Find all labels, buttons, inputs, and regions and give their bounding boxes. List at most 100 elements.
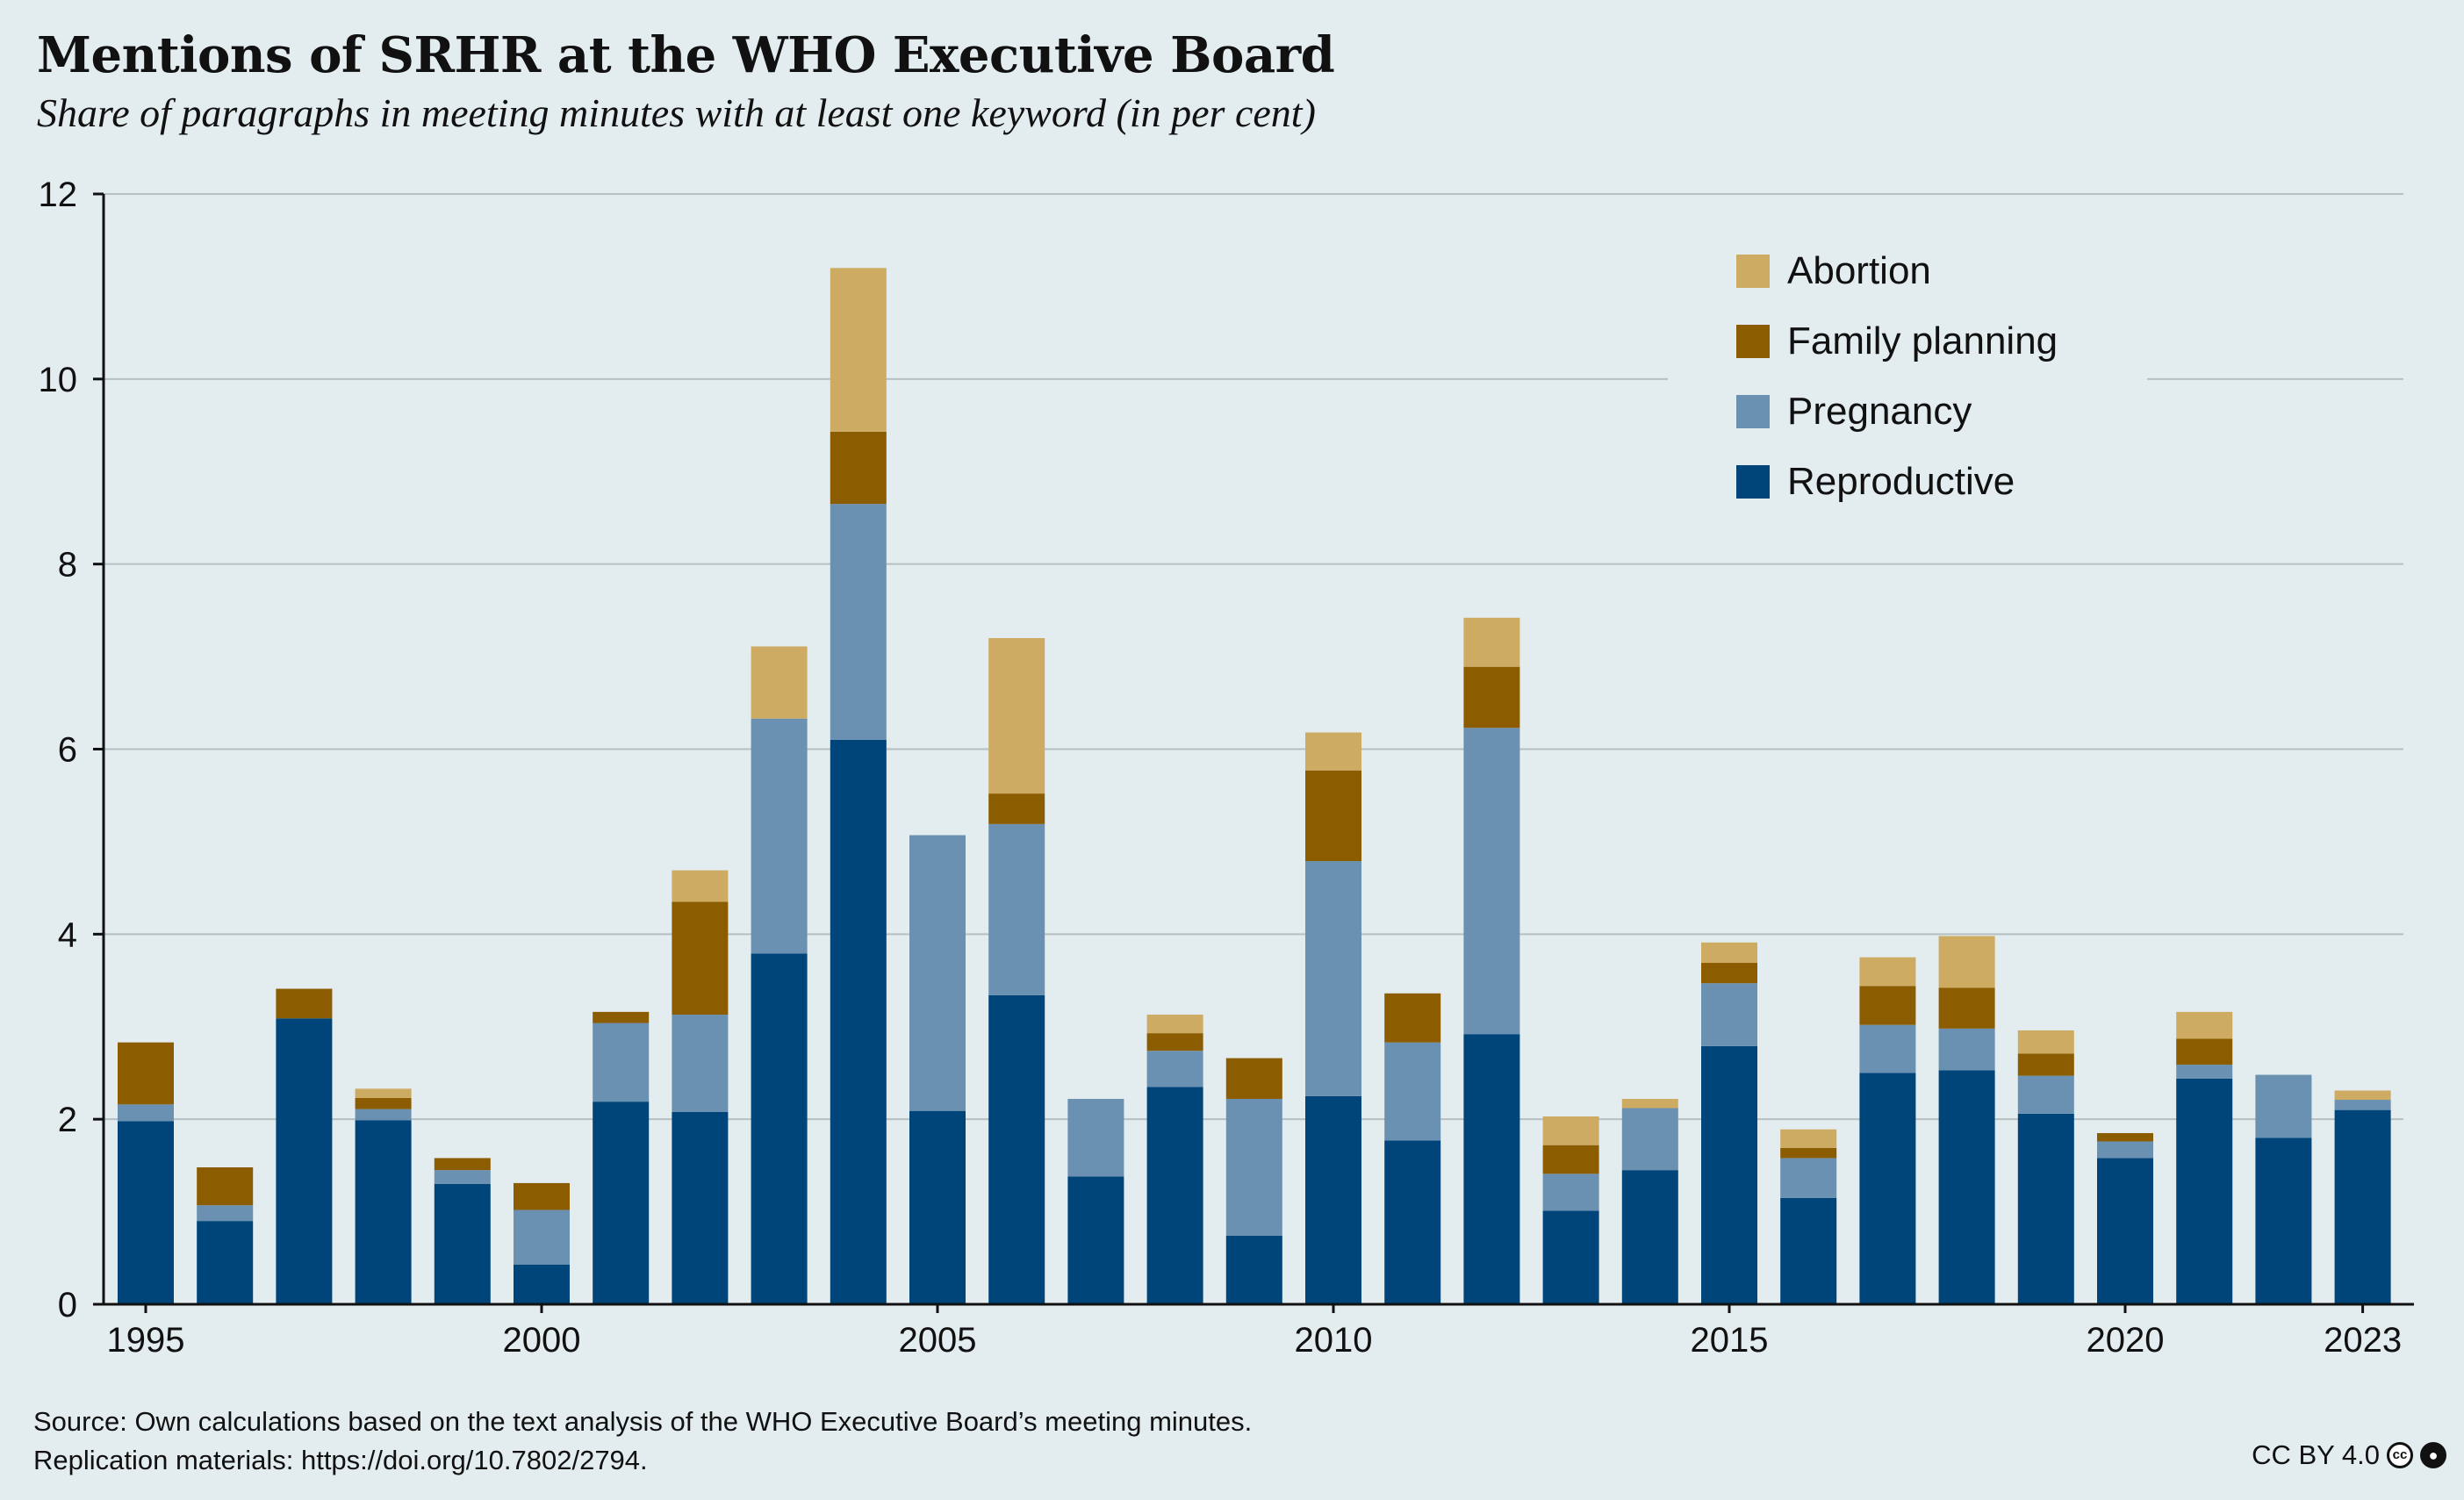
- bar-family-planning-1995: [118, 1042, 174, 1105]
- bar-stack-2004: [830, 268, 887, 1304]
- bar-pregnancy-2015: [1701, 983, 1757, 1046]
- bar-stack-2017: [1859, 957, 1916, 1304]
- bar-stack-2005: [909, 835, 966, 1304]
- bar-family-planning-1997: [276, 988, 333, 1019]
- bar-pregnancy-2000: [514, 1209, 570, 1265]
- bar-reproductive-2007: [1067, 1176, 1124, 1304]
- bar-family-planning-2020: [2097, 1132, 2153, 1142]
- bar-pregnancy-2023: [2334, 1100, 2391, 1110]
- bar-pregnancy-2013: [1542, 1173, 1599, 1211]
- bar-pregnancy-2012: [1463, 728, 1520, 1035]
- bar-stack-2011: [1384, 993, 1441, 1304]
- x-tick-label: 2005: [899, 1321, 977, 1360]
- bar-stack-2007: [1067, 1098, 1124, 1304]
- bar-family-planning-1996: [197, 1166, 254, 1206]
- bar-reproductive-2010: [1305, 1095, 1361, 1304]
- bar-stack-2010: [1305, 732, 1361, 1304]
- bar-pregnancy-1996: [197, 1205, 254, 1222]
- bar-reproductive-2022: [2255, 1138, 2312, 1304]
- bar-abortion-2004: [830, 268, 887, 432]
- bar-stack-2009: [1225, 1058, 1282, 1304]
- bar-reproductive-2019: [2017, 1113, 2074, 1304]
- bar-abortion-2015: [1701, 942, 1757, 964]
- bar-family-planning-2017: [1859, 986, 1916, 1025]
- bar-abortion-2008: [1146, 1015, 1203, 1034]
- bar-abortion-2018: [1938, 936, 1995, 988]
- bar-family-planning-2016: [1780, 1147, 1837, 1159]
- license: CC BY 4.0 cc ●: [2252, 1439, 2446, 1471]
- bar-reproductive-2003: [751, 953, 808, 1304]
- source-note: Source: Own calculations based on the te…: [33, 1403, 1252, 1480]
- bar-pregnancy-2016: [1780, 1158, 1837, 1198]
- x-tick-label: 2023: [2324, 1321, 2402, 1360]
- bar-pregnancy-2007: [1067, 1098, 1124, 1177]
- bar-family-planning-1998: [355, 1097, 412, 1109]
- source-line: Source: Own calculations based on the te…: [33, 1406, 1253, 1437]
- bar-family-planning-2000: [514, 1182, 570, 1210]
- bar-family-planning-2018: [1938, 987, 1995, 1029]
- bar-pregnancy-2010: [1305, 861, 1361, 1096]
- bar-stack-2023: [2334, 1090, 2391, 1304]
- bar-reproductive-2020: [2097, 1158, 2153, 1304]
- bar-stack-2015: [1701, 942, 1757, 1304]
- bar-stack-2006: [988, 638, 1045, 1304]
- legend-label-family-planning: Family planning: [1787, 319, 2058, 362]
- bar-pregnancy-2009: [1225, 1098, 1282, 1236]
- bar-pregnancy-2022: [2255, 1074, 2312, 1138]
- x-axis-ticks: 1995 2000 2005 2010 2015 2020 2023: [107, 1304, 2402, 1360]
- bar-pregnancy-1998: [355, 1109, 412, 1121]
- bar-abortion-2021: [2176, 1011, 2233, 1039]
- bars: [118, 268, 2391, 1304]
- legend-swatch-pregnancy: [1736, 395, 1770, 428]
- bar-pregnancy-2006: [988, 823, 1045, 995]
- bar-pregnancy-2017: [1859, 1024, 1916, 1073]
- bar-abortion-2017: [1859, 957, 1916, 987]
- x-tick-label: 2010: [1295, 1321, 1373, 1360]
- bar-family-planning-1999: [434, 1158, 491, 1171]
- bar-family-planning-2013: [1542, 1145, 1599, 1174]
- bar-stack-1996: [197, 1166, 254, 1304]
- bar-pregnancy-2004: [830, 504, 887, 740]
- y-tick-label: 2: [58, 1101, 77, 1139]
- bar-stack-2012: [1463, 617, 1520, 1304]
- bar-abortion-2019: [2017, 1030, 2074, 1054]
- bar-stack-2020: [2097, 1132, 2153, 1304]
- bar-family-planning-2001: [593, 1011, 650, 1023]
- bar-stack-2003: [751, 646, 808, 1304]
- bar-pregnancy-2011: [1384, 1042, 1441, 1141]
- bar-stack-2014: [1621, 1098, 1678, 1304]
- y-tick-label: 8: [58, 546, 77, 585]
- bar-pregnancy-2003: [751, 718, 808, 954]
- y-tick-label: 6: [58, 731, 77, 770]
- bar-abortion-2016: [1780, 1129, 1837, 1148]
- bar-family-planning-2008: [1146, 1033, 1203, 1051]
- chart-subtitle: Share of paragraphs in meeting minutes w…: [37, 90, 1316, 135]
- bar-pregnancy-2014: [1621, 1108, 1678, 1171]
- bar-abortion-1998: [355, 1088, 412, 1098]
- y-tick-label: 0: [58, 1286, 77, 1324]
- bar-abortion-2013: [1542, 1116, 1599, 1145]
- bar-abortion-2006: [988, 638, 1045, 794]
- bar-family-planning-2006: [988, 793, 1045, 824]
- bar-pregnancy-2001: [593, 1023, 650, 1102]
- bar-stack-1995: [118, 1042, 174, 1304]
- bar-stack-1997: [276, 988, 333, 1304]
- license-label: CC BY 4.0: [2252, 1439, 2380, 1470]
- bar-reproductive-2012: [1463, 1034, 1520, 1304]
- bar-pregnancy-2005: [909, 835, 966, 1111]
- bar-family-planning-2019: [2017, 1053, 2074, 1076]
- bar-reproductive-2006: [988, 994, 1045, 1304]
- bar-reproductive-2004: [830, 739, 887, 1304]
- y-axis-ticks: 0 2 4 6 8 10 12: [39, 176, 104, 1324]
- bar-stack-2013: [1542, 1116, 1599, 1304]
- bar-reproductive-1997: [276, 1018, 333, 1304]
- bar-stack-2016: [1780, 1129, 1837, 1304]
- bar-pregnancy-2021: [2176, 1064, 2233, 1079]
- bar-reproductive-2000: [514, 1264, 570, 1304]
- bar-family-planning-2015: [1701, 963, 1757, 984]
- replication-line: Replication materials: https://doi.org/1…: [33, 1445, 648, 1475]
- bar-reproductive-1995: [118, 1121, 174, 1304]
- bar-stack-2008: [1146, 1015, 1203, 1304]
- bar-reproductive-2021: [2176, 1078, 2233, 1304]
